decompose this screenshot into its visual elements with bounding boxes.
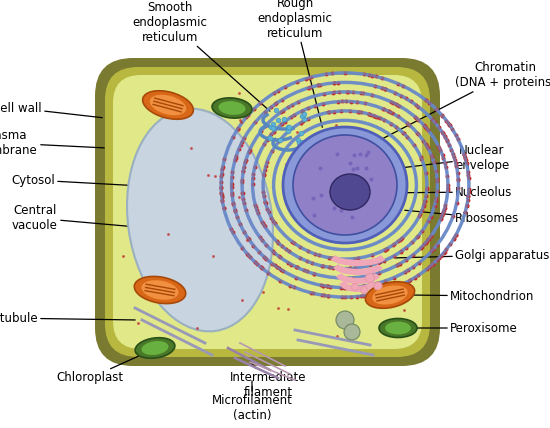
Ellipse shape <box>134 276 186 303</box>
Text: Peroxisome: Peroxisome <box>388 321 518 335</box>
Ellipse shape <box>351 283 359 291</box>
Text: Rough
endoplasmic
reticulum: Rough endoplasmic reticulum <box>257 0 332 127</box>
Text: Cytosol: Cytosol <box>11 173 175 188</box>
Text: Microfilament
(actin): Microfilament (actin) <box>212 381 293 422</box>
Text: Cell wall: Cell wall <box>0 101 102 118</box>
Text: Mitochondrion: Mitochondrion <box>411 289 535 303</box>
FancyBboxPatch shape <box>95 58 440 366</box>
Ellipse shape <box>283 127 407 243</box>
Ellipse shape <box>366 273 375 282</box>
Text: Golgi apparatus: Golgi apparatus <box>395 249 549 262</box>
Ellipse shape <box>385 321 411 334</box>
Ellipse shape <box>150 95 186 115</box>
Ellipse shape <box>293 135 397 235</box>
Ellipse shape <box>372 285 408 305</box>
Ellipse shape <box>330 174 370 210</box>
Text: Chromatin
(DNA + proteins): Chromatin (DNA + proteins) <box>382 61 550 139</box>
Ellipse shape <box>142 91 194 119</box>
Ellipse shape <box>127 109 273 331</box>
Ellipse shape <box>365 282 415 308</box>
Text: Intermediate
filament: Intermediate filament <box>230 360 306 399</box>
Ellipse shape <box>212 98 252 118</box>
Ellipse shape <box>379 318 417 338</box>
Text: Nucleolus: Nucleolus <box>371 185 513 199</box>
Ellipse shape <box>141 280 179 300</box>
Text: Smooth
endoplasmic
reticulum: Smooth endoplasmic reticulum <box>133 0 270 111</box>
FancyBboxPatch shape <box>105 67 430 357</box>
FancyBboxPatch shape <box>113 75 422 349</box>
Text: Central
vacuole: Central vacuole <box>12 204 145 232</box>
Ellipse shape <box>135 338 175 358</box>
Text: Microtubule: Microtubule <box>0 312 135 324</box>
Ellipse shape <box>374 282 382 290</box>
Text: Chloroplast: Chloroplast <box>57 351 150 384</box>
Ellipse shape <box>218 101 245 115</box>
Ellipse shape <box>360 286 367 294</box>
Text: Nuclear
envelope: Nuclear envelope <box>403 144 509 172</box>
Text: Ribosomes: Ribosomes <box>405 210 519 225</box>
Ellipse shape <box>336 311 354 329</box>
Ellipse shape <box>141 341 168 355</box>
Ellipse shape <box>344 324 360 340</box>
Text: Plasma
membrane: Plasma membrane <box>0 129 104 157</box>
